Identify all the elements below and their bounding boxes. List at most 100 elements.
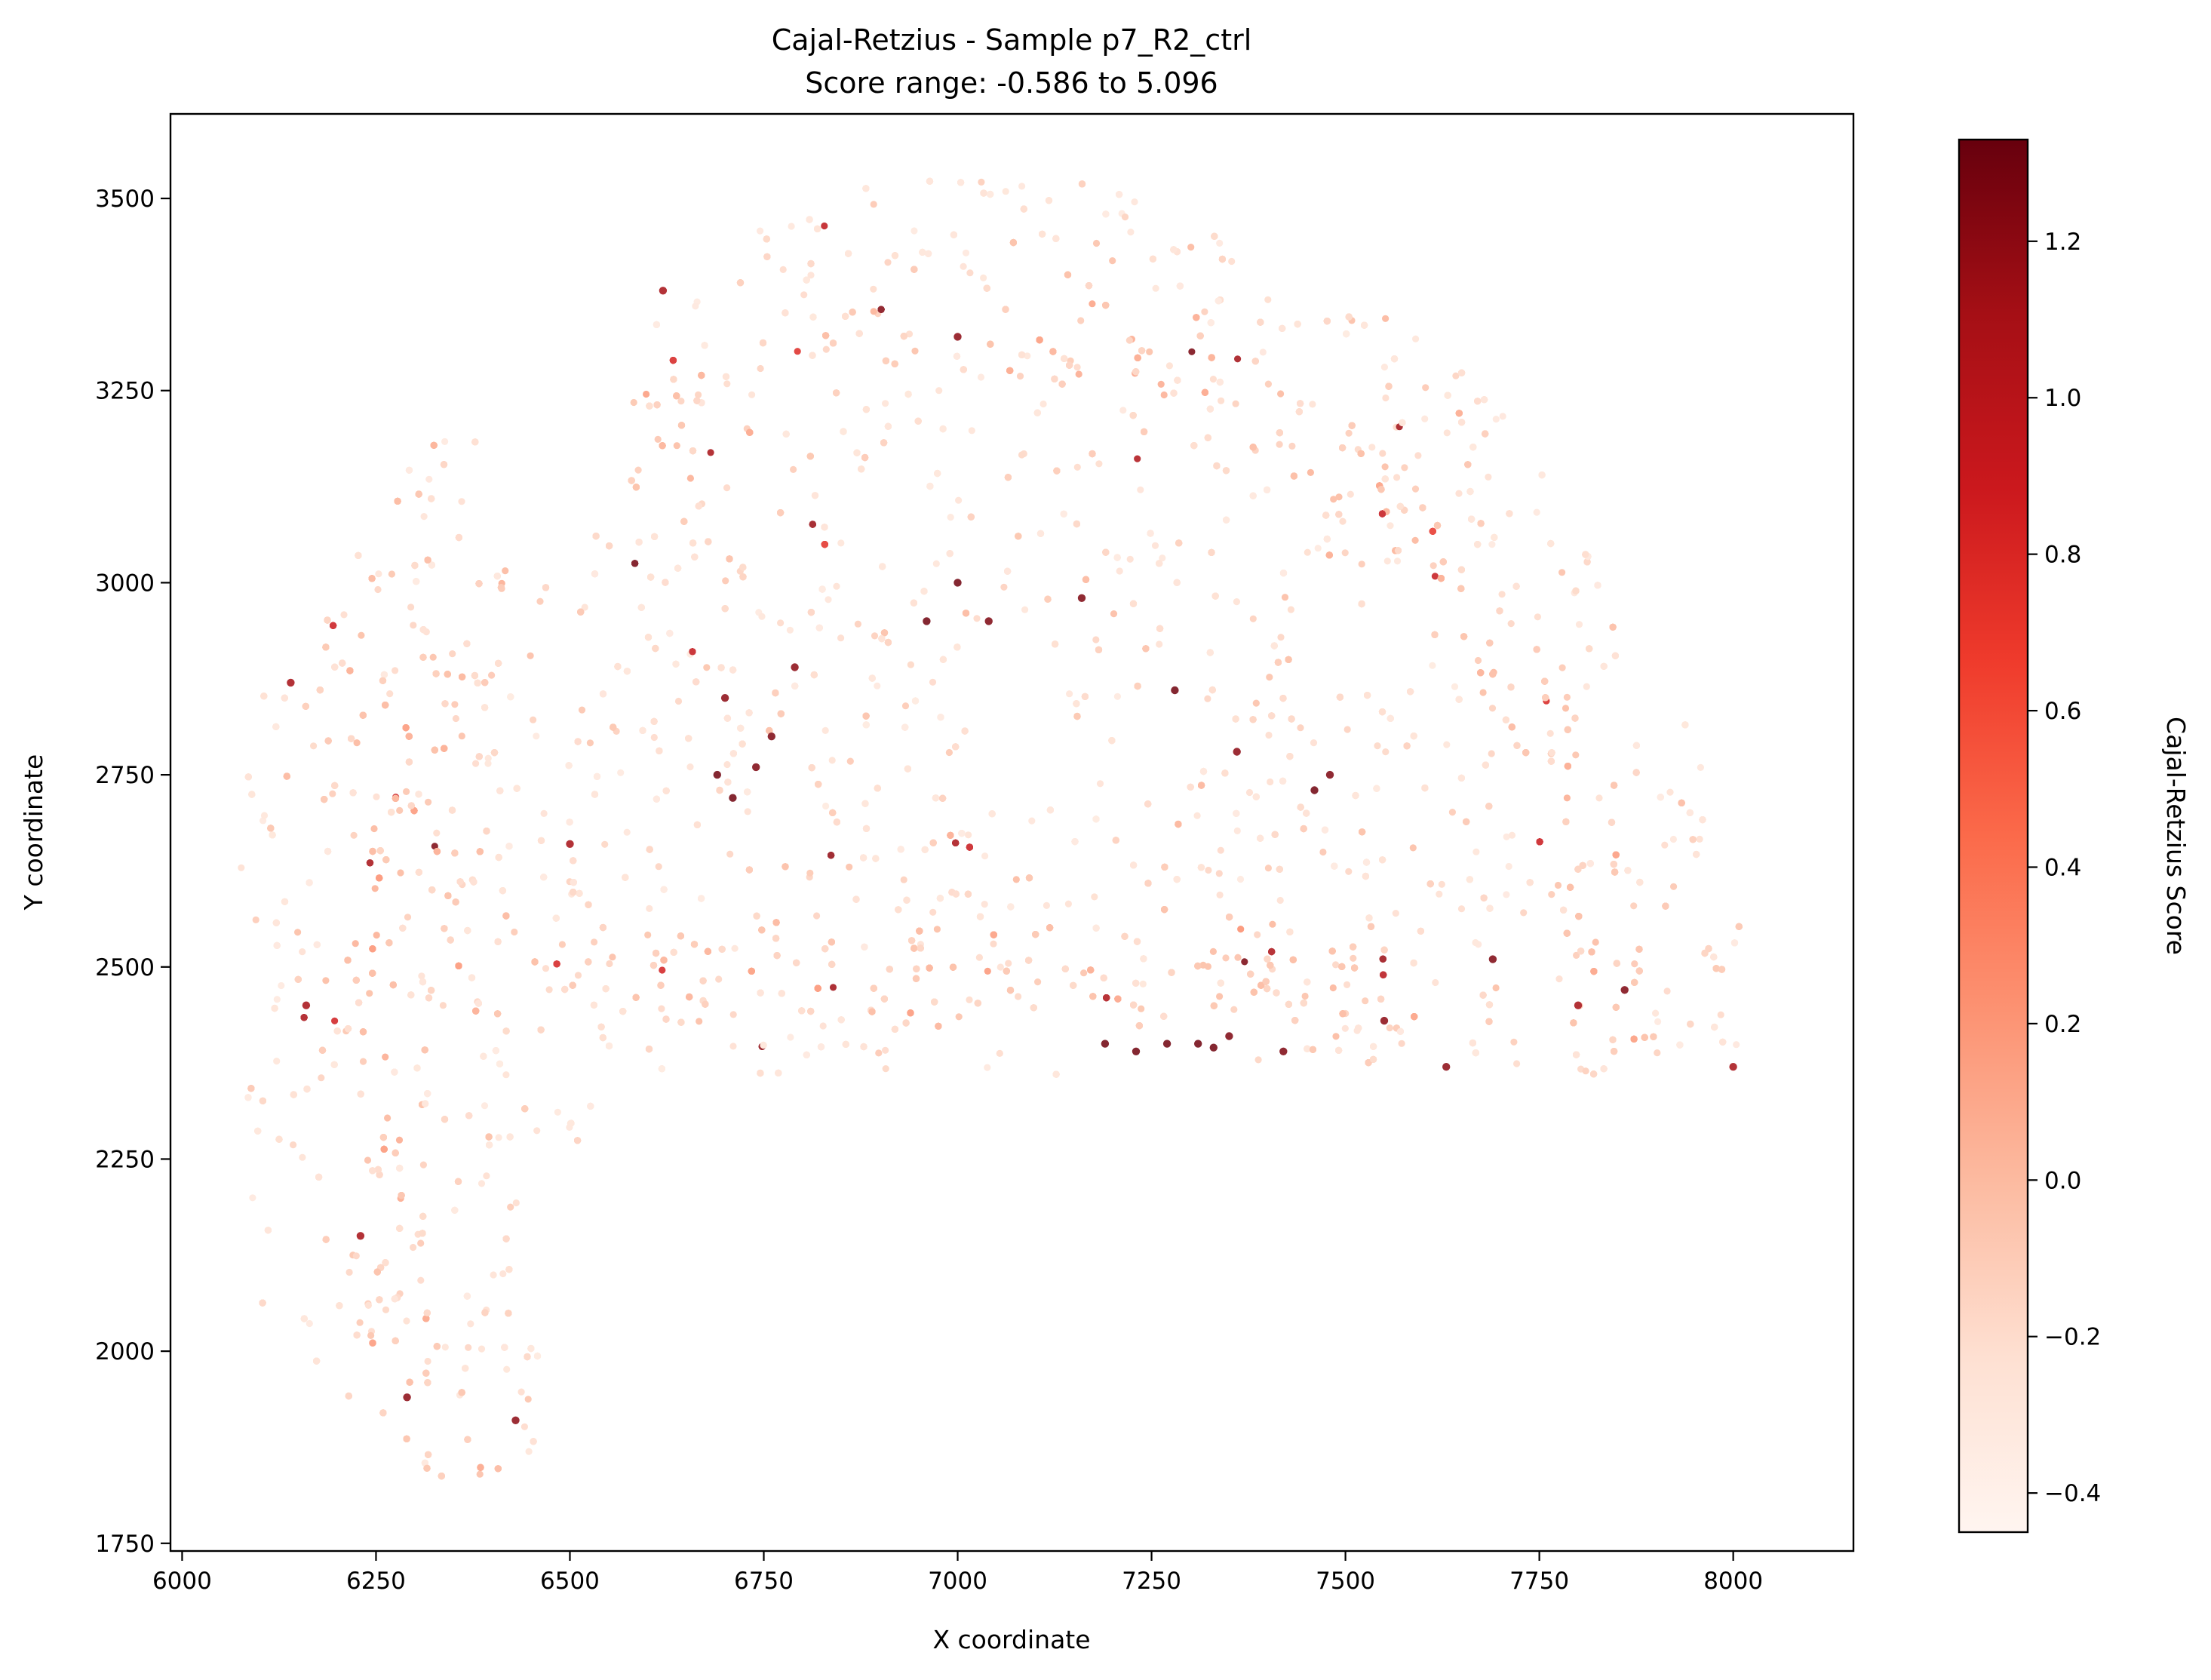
scatter-point (1421, 415, 1429, 422)
scatter-point (757, 227, 764, 235)
scatter-point (578, 706, 586, 714)
scatter-point (729, 1043, 737, 1050)
scatter-point (1156, 640, 1163, 648)
scatter-point (1595, 794, 1603, 802)
scatter-point (1134, 455, 1141, 462)
scatter-point (806, 869, 814, 877)
scatter-point (911, 347, 919, 355)
scatter-point (1287, 606, 1294, 613)
scatter-point (353, 739, 361, 747)
scatter-point (1237, 926, 1245, 933)
scatter-point (554, 1108, 562, 1116)
scatter-point (786, 626, 794, 634)
scatter-point (707, 449, 714, 456)
scatter-point (788, 223, 795, 230)
scatter-point (1457, 905, 1466, 913)
scatter-point (1089, 300, 1096, 308)
scatter-point (674, 697, 683, 705)
scatter-point (370, 825, 378, 833)
scatter-point (1696, 835, 1703, 843)
scatter-point (1717, 1011, 1724, 1018)
scatter-point (978, 178, 985, 186)
scatter-point (581, 604, 588, 611)
scatter-point (383, 1114, 392, 1122)
scatter-point (417, 1239, 425, 1247)
scatter-point (1215, 870, 1223, 877)
scatter-point (996, 1049, 1003, 1057)
scatter-point (1436, 890, 1443, 898)
scatter-point (1341, 1024, 1349, 1032)
scatter-point (1152, 284, 1159, 292)
scatter-point (1016, 373, 1024, 380)
scatter-point (1241, 958, 1248, 966)
scatter-point (417, 1276, 425, 1284)
scatter-point (634, 466, 642, 474)
scatter-point (1411, 485, 1420, 493)
scatter-point (837, 539, 845, 547)
scatter-point (828, 757, 836, 764)
scatter-point (819, 1022, 827, 1030)
scatter-point (1472, 848, 1480, 855)
scatter-point (1276, 896, 1284, 904)
scatter-point (1276, 441, 1283, 448)
scatter-point (658, 1005, 665, 1012)
scatter-point (386, 690, 394, 698)
scatter-point (1092, 636, 1100, 643)
scatter-point (1024, 352, 1031, 360)
scatter-point (1012, 876, 1020, 883)
scatter-point (696, 1018, 703, 1025)
scatter-point (1264, 296, 1272, 303)
scatter-point (375, 570, 382, 578)
scatter-point (451, 701, 459, 708)
scatter-point (911, 227, 918, 235)
scatter-point (1345, 868, 1353, 875)
scatter-point (1297, 724, 1304, 732)
scatter-point (686, 475, 695, 482)
scatter-point (1254, 1056, 1262, 1064)
scatter-point (1393, 474, 1401, 481)
scatter-point (1652, 1009, 1660, 1017)
scatter-point (499, 1270, 507, 1278)
scatter-point (996, 963, 1004, 971)
scatter-point (1034, 978, 1042, 986)
scatter-point (1343, 726, 1351, 733)
scatter-point (1005, 960, 1012, 967)
scatter-point (1335, 493, 1343, 501)
scatter-point (1028, 817, 1036, 825)
scatter-point (1341, 549, 1349, 557)
scatter-point (478, 1180, 486, 1187)
scatter-point (1563, 794, 1571, 802)
scatter-point (1254, 931, 1261, 938)
scatter-point (962, 249, 970, 256)
scatter-point (779, 266, 787, 273)
scatter-point (1043, 901, 1050, 909)
scatter-point (1339, 518, 1347, 525)
scatter-point (617, 769, 625, 776)
scatter-point (1110, 610, 1118, 618)
scatter-point (1503, 833, 1510, 840)
scatter-point (1228, 257, 1236, 266)
scatter-point (677, 398, 685, 405)
scatter-point (382, 1306, 390, 1313)
scatter-point (1021, 606, 1029, 613)
scatter-point (1558, 569, 1566, 576)
scatter-point (1319, 848, 1327, 856)
scatter-point (507, 1203, 514, 1211)
scatter-point (1126, 555, 1134, 563)
scatter-point (1362, 997, 1369, 1005)
scatter-point (655, 863, 662, 871)
chart-subtitle: Score range: -0.586 to 5.096 (805, 66, 1218, 100)
scatter-point (352, 940, 359, 947)
scatter-point (1209, 376, 1217, 383)
scatter-point (609, 954, 616, 961)
scatter-point (373, 932, 380, 939)
scatter-point (388, 570, 396, 578)
scatter-point (425, 798, 432, 806)
scatter-point (1139, 980, 1147, 987)
scatter-point (1193, 812, 1201, 819)
scatter-point (472, 760, 480, 767)
scatter-point (299, 1153, 306, 1161)
scatter-point (1411, 536, 1419, 544)
scatter-point (1386, 522, 1394, 530)
